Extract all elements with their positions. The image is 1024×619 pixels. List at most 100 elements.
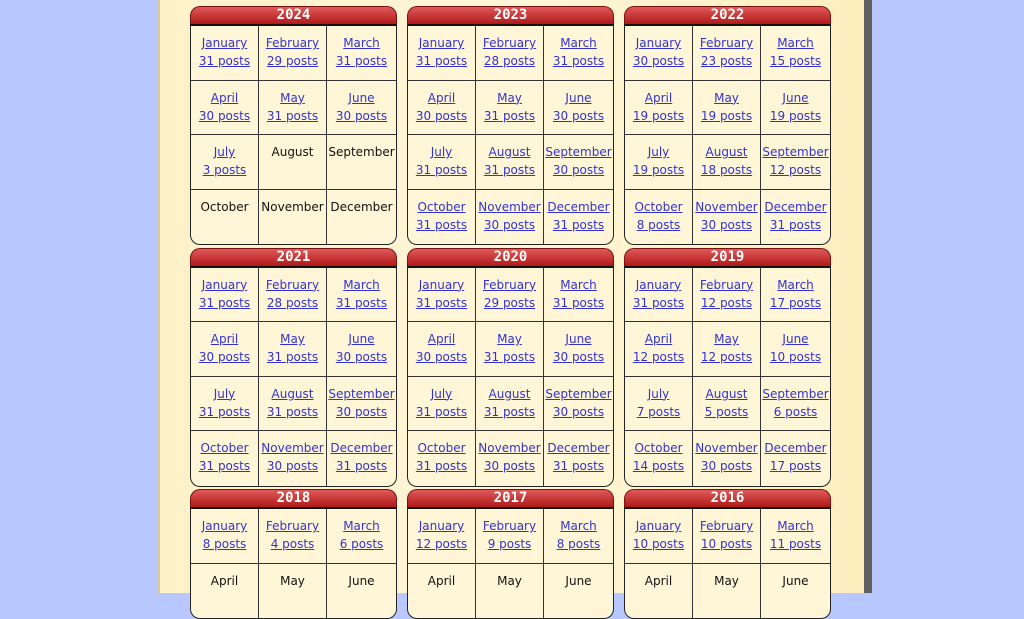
- post-count-link[interactable]: 10 posts: [700, 537, 753, 551]
- month-cell-july[interactable]: July 19 posts: [625, 135, 693, 190]
- month-cell-november[interactable]: November 30 posts: [259, 431, 327, 486]
- post-count-link[interactable]: 19 posts: [700, 108, 753, 123]
- post-count-link[interactable]: 31 posts: [552, 217, 605, 232]
- month-cell-december[interactable]: December 31 posts: [544, 431, 613, 486]
- month-link[interactable]: April: [427, 90, 456, 105]
- month-link[interactable]: January: [418, 36, 465, 50]
- post-count-link[interactable]: 5 posts: [704, 404, 749, 419]
- month-cell-april[interactable]: April 30 posts: [191, 80, 259, 135]
- month-cell-october[interactable]: October 31 posts: [408, 431, 476, 486]
- month-link[interactable]: January: [635, 519, 682, 533]
- post-count-link[interactable]: 29 posts: [266, 54, 319, 68]
- month-cell-august[interactable]: August 31 posts: [259, 376, 327, 431]
- month-cell-march[interactable]: March 17 posts: [761, 268, 830, 322]
- month-cell-july[interactable]: July 3 posts: [191, 135, 259, 190]
- month-link[interactable]: July: [647, 386, 670, 401]
- post-count-link[interactable]: 31 posts: [415, 404, 468, 419]
- month-cell-june[interactable]: June 30 posts: [544, 322, 613, 377]
- month-cell-january[interactable]: January 31 posts: [408, 26, 476, 81]
- post-count-link[interactable]: 30 posts: [415, 350, 468, 364]
- post-count-link[interactable]: 31 posts: [335, 295, 388, 310]
- month-link[interactable]: December: [764, 441, 827, 455]
- post-count-link[interactable]: 31 posts: [483, 350, 536, 364]
- month-cell-april[interactable]: April 12 posts: [625, 322, 693, 377]
- post-count-link[interactable]: 31 posts: [483, 163, 536, 177]
- month-link[interactable]: April: [427, 332, 456, 346]
- post-count-link[interactable]: 18 posts: [700, 163, 753, 177]
- month-cell-august[interactable]: August 18 posts: [693, 135, 761, 190]
- post-count-link[interactable]: 31 posts: [415, 54, 468, 68]
- month-link[interactable]: November: [695, 441, 758, 455]
- post-count-link[interactable]: 31 posts: [483, 404, 536, 419]
- month-cell-january[interactable]: January 12 posts: [408, 509, 476, 564]
- month-cell-november[interactable]: November 30 posts: [693, 189, 761, 244]
- month-cell-october[interactable]: October 31 posts: [408, 189, 476, 244]
- month-cell-january[interactable]: January 10 posts: [625, 509, 693, 564]
- month-link[interactable]: February: [265, 519, 320, 533]
- month-link[interactable]: August: [488, 145, 531, 159]
- month-cell-february[interactable]: February 28 posts: [259, 267, 327, 322]
- post-count-link[interactable]: 29 posts: [483, 295, 536, 310]
- month-cell-february[interactable]: February 28 posts: [476, 26, 544, 81]
- month-cell-october[interactable]: October 8 posts: [625, 189, 693, 244]
- month-cell-march[interactable]: March 15 posts: [761, 26, 830, 81]
- post-count-link[interactable]: 17 posts: [769, 459, 822, 473]
- month-link[interactable]: March: [343, 277, 380, 292]
- post-count-link[interactable]: 30 posts: [335, 108, 388, 123]
- month-link[interactable]: July: [213, 386, 236, 401]
- month-cell-july[interactable]: July 31 posts: [408, 135, 476, 190]
- month-cell-may[interactable]: May 31 posts: [476, 322, 544, 377]
- month-cell-august[interactable]: August 5 posts: [693, 376, 761, 431]
- month-cell-december[interactable]: December 31 posts: [544, 190, 613, 245]
- post-count-link[interactable]: 19 posts: [769, 108, 822, 123]
- month-cell-march[interactable]: March 6 posts: [327, 509, 396, 564]
- month-cell-april[interactable]: April 30 posts: [408, 80, 476, 135]
- post-count-link[interactable]: 31 posts: [198, 54, 251, 68]
- post-count-link[interactable]: 6 posts: [773, 404, 818, 419]
- post-count-link[interactable]: 30 posts: [198, 350, 251, 364]
- month-cell-march[interactable]: March 31 posts: [327, 268, 396, 322]
- month-link[interactable]: January: [635, 277, 682, 292]
- month-link[interactable]: October: [634, 199, 683, 214]
- month-link[interactable]: January: [201, 277, 248, 292]
- month-cell-august[interactable]: August 31 posts: [476, 376, 544, 431]
- month-cell-march[interactable]: March 31 posts: [327, 26, 396, 81]
- month-cell-september[interactable]: September 30 posts: [327, 377, 396, 431]
- post-count-link[interactable]: 12 posts: [632, 350, 685, 364]
- month-cell-june[interactable]: June 10 posts: [761, 322, 830, 377]
- month-link[interactable]: March: [560, 36, 597, 50]
- month-cell-february[interactable]: February 29 posts: [476, 267, 544, 322]
- post-count-link[interactable]: 31 posts: [335, 459, 388, 473]
- month-cell-september[interactable]: September 30 posts: [544, 377, 613, 431]
- month-cell-april[interactable]: April 19 posts: [625, 80, 693, 135]
- month-link[interactable]: October: [417, 199, 466, 214]
- month-link[interactable]: March: [343, 519, 380, 533]
- month-link[interactable]: July: [430, 386, 453, 401]
- month-link[interactable]: August: [705, 386, 748, 401]
- month-link[interactable]: December: [547, 199, 610, 214]
- month-link[interactable]: June: [348, 332, 375, 346]
- post-count-link[interactable]: 23 posts: [700, 54, 753, 68]
- month-link[interactable]: September: [762, 386, 829, 401]
- post-count-link[interactable]: 30 posts: [415, 108, 468, 123]
- month-cell-february[interactable]: February 29 posts: [259, 26, 327, 81]
- post-count-link[interactable]: 12 posts: [700, 295, 753, 310]
- month-link[interactable]: November: [478, 199, 541, 214]
- month-cell-january[interactable]: January 30 posts: [625, 26, 693, 81]
- post-count-link[interactable]: 31 posts: [266, 108, 319, 123]
- post-count-link[interactable]: 30 posts: [552, 163, 605, 177]
- post-count-link[interactable]: 15 posts: [769, 54, 822, 68]
- post-count-link[interactable]: 30 posts: [552, 108, 605, 123]
- month-link[interactable]: April: [644, 332, 673, 346]
- month-link[interactable]: May: [280, 90, 305, 105]
- post-count-link[interactable]: 10 posts: [632, 537, 685, 551]
- month-link[interactable]: September: [762, 145, 829, 159]
- post-count-link[interactable]: 7 posts: [636, 404, 681, 419]
- month-link[interactable]: June: [782, 90, 809, 105]
- post-count-link[interactable]: 11 posts: [769, 537, 822, 551]
- month-cell-june[interactable]: June 19 posts: [761, 81, 830, 135]
- post-count-link[interactable]: 31 posts: [415, 217, 468, 232]
- month-link[interactable]: April: [210, 90, 239, 105]
- month-link[interactable]: April: [210, 332, 239, 346]
- month-link[interactable]: February: [482, 36, 537, 50]
